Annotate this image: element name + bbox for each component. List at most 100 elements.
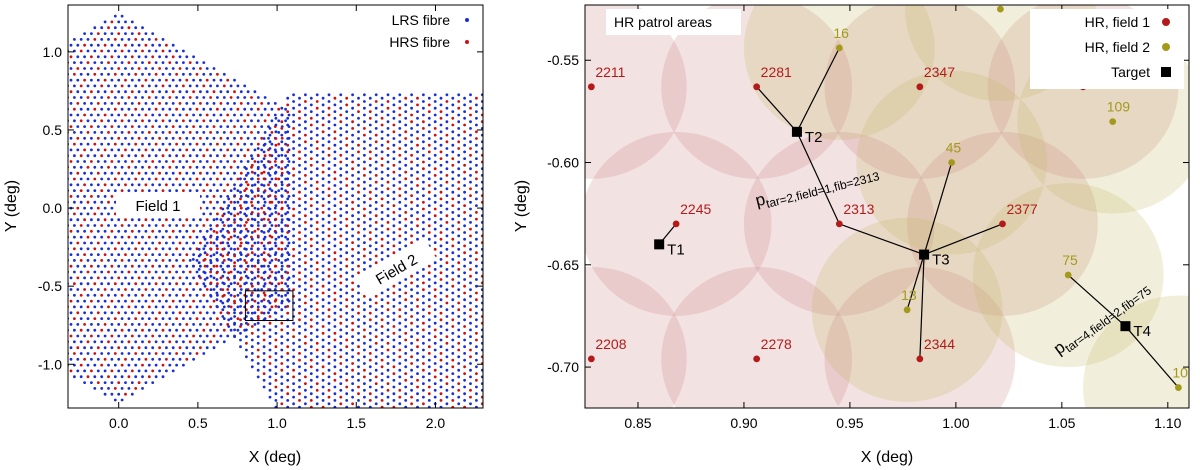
lrs-fibre (522, 171, 525, 174)
hrs-fibre (292, 375, 295, 379)
lrs-fibre (83, 195, 86, 198)
lrs-fibre (221, 234, 225, 238)
hrs-fibre (39, 154, 42, 157)
hrs-fibre (315, 227, 319, 231)
hrs-fibre (161, 154, 165, 158)
hrs-fibre (315, 308, 319, 312)
lrs-fibre (433, 227, 437, 231)
lrs-fibre (315, 328, 319, 332)
lrs-fibre (469, 281, 472, 285)
hrs-fibre (185, 183, 189, 187)
hrs-fibre (246, 218, 250, 222)
lrs-fibre (416, 271, 419, 275)
lrs-fibre (398, 402, 402, 406)
lrs-fibre (100, 177, 104, 181)
hrs-fibre (386, 147, 390, 150)
lrs-fibre (499, 177, 502, 180)
lrs-fibre (130, 102, 134, 105)
lrs-fibre (0, 213, 1, 216)
hrs-fibre (463, 405, 466, 408)
lrs-fibre (339, 207, 343, 211)
lrs-fibre (239, 231, 242, 234)
lrs-fibre (516, 329, 519, 332)
hrs-fibre (457, 227, 461, 231)
hrs-fibre (49, 160, 52, 163)
lrs-fibre (534, 298, 537, 301)
lrs-fibre (433, 301, 437, 305)
lrs-fibre (141, 96, 144, 99)
lrs-fibre (475, 392, 478, 396)
hrs-fibre (339, 315, 343, 318)
lrs-fibre (158, 218, 162, 222)
hrs-fibre (96, 67, 100, 70)
lrs-fibre (510, 265, 513, 268)
lrs-fibre (245, 328, 248, 332)
lrs-fibre (368, 258, 372, 261)
hrs-fibre (433, 133, 437, 137)
lrs-fibre (357, 405, 360, 408)
hrs-fibre (516, 261, 519, 264)
lrs-fibre (292, 227, 295, 231)
lrs-fibre (83, 102, 86, 105)
lrs-fibre (274, 365, 278, 369)
lrs-fibre (5, 247, 8, 250)
hrs-fibre (410, 274, 413, 278)
lrs-fibre (53, 189, 56, 192)
lrs-fibre (233, 268, 237, 271)
hrs-fibre (154, 282, 158, 286)
lrs-fibre (246, 311, 250, 315)
lrs-fibre (516, 268, 519, 271)
lrs-fibre (110, 78, 114, 82)
hrs-fibre (134, 387, 138, 390)
lrs-fibre (124, 32, 127, 35)
lrs-fibre (368, 170, 372, 174)
hrs-fibre (56, 311, 59, 314)
lrs-fibre (416, 190, 419, 194)
lrs-fibre (321, 224, 325, 228)
lrs-fibre (130, 171, 134, 175)
lrs-fibre (339, 126, 343, 130)
lrs-fibre (46, 108, 49, 111)
lrs-fibre (564, 295, 567, 298)
lrs-fibre (5, 143, 8, 146)
lrs-fibre (227, 325, 231, 328)
hrs-fibre (345, 345, 349, 349)
lrs-fibre (499, 198, 502, 201)
lrs-fibre (427, 170, 431, 174)
hrs-fibre (86, 375, 90, 379)
lrs-fibre (540, 302, 543, 305)
lrs-fibre (368, 264, 372, 268)
lrs-fibre (480, 268, 483, 271)
lrs-fibre (0, 306, 1, 309)
hrs-fibre (32, 73, 35, 76)
hrs-fibre (469, 194, 472, 198)
hrs-fibre (404, 419, 407, 422)
lrs-fibre (451, 298, 455, 302)
lrs-fibre (2, 160, 5, 163)
hrs-fibre (268, 321, 272, 325)
lrs-fibre (141, 177, 144, 181)
hrs-fibre (315, 261, 319, 265)
hrs-fibre (386, 140, 390, 144)
lrs-fibre (253, 183, 257, 187)
lrs-fibre (36, 218, 39, 221)
hrs-fibre (546, 292, 549, 295)
hrs-fibre (410, 160, 413, 164)
lrs-fibre (445, 187, 449, 191)
lrs-fibre (12, 73, 15, 76)
lrs-fibre (147, 293, 151, 297)
hrs-fibre (404, 413, 407, 416)
lrs-fibre (12, 259, 15, 262)
lrs-fibre (42, 265, 45, 268)
lrs-fibre (120, 282, 124, 286)
lrs-fibre (134, 340, 138, 344)
lrs-fibre (56, 230, 59, 233)
lrs-fibre (333, 399, 337, 402)
hrs-fibre (487, 379, 490, 382)
lrs-fibre (53, 294, 56, 297)
lrs-fibre (256, 362, 260, 365)
hrs-fibre (76, 102, 80, 105)
hrs-fibre (107, 340, 110, 344)
lrs-fibre (480, 288, 483, 291)
lrs-fibre (124, 241, 127, 245)
